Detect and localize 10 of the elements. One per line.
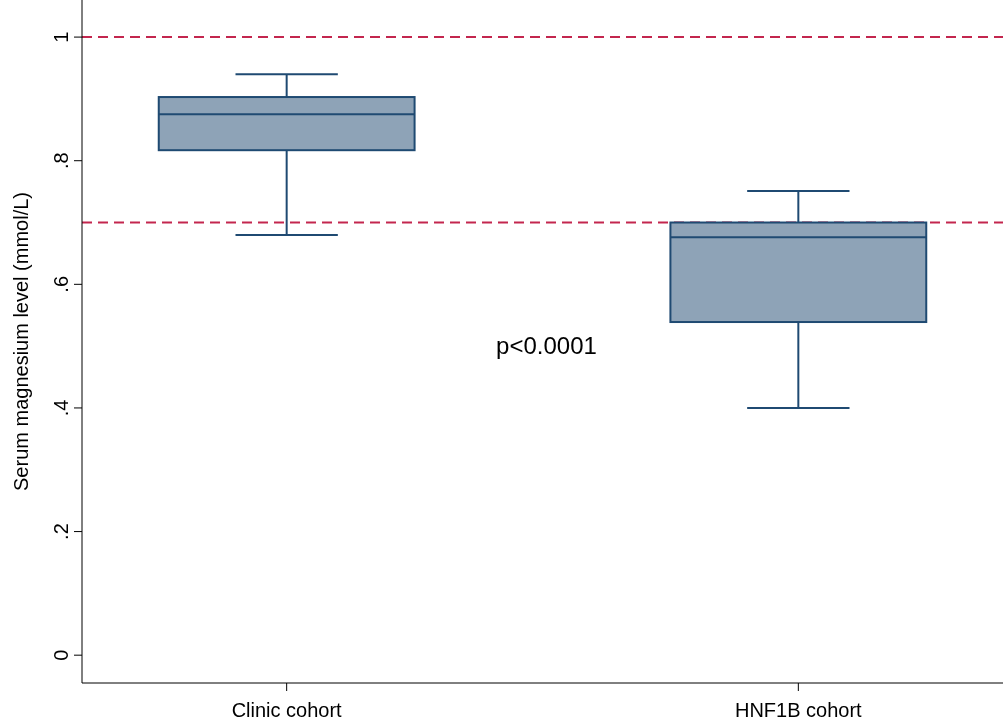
y-tick-label: 0 — [50, 649, 72, 661]
y-axis-title: Serum magnesium level (mmol/L) — [10, 192, 32, 491]
y-tick-label: .4 — [50, 399, 72, 417]
annotation: p<0.0001 — [496, 332, 597, 360]
y-tick-label: .6 — [50, 275, 72, 293]
x-tick-label: Clinic cohort — [231, 699, 343, 721]
y-tick-label: .8 — [50, 152, 72, 170]
y-tick-label: 1 — [50, 31, 72, 43]
y-tick-label: .2 — [50, 523, 72, 540]
x-tick-label: HNF1B cohort — [734, 699, 863, 721]
